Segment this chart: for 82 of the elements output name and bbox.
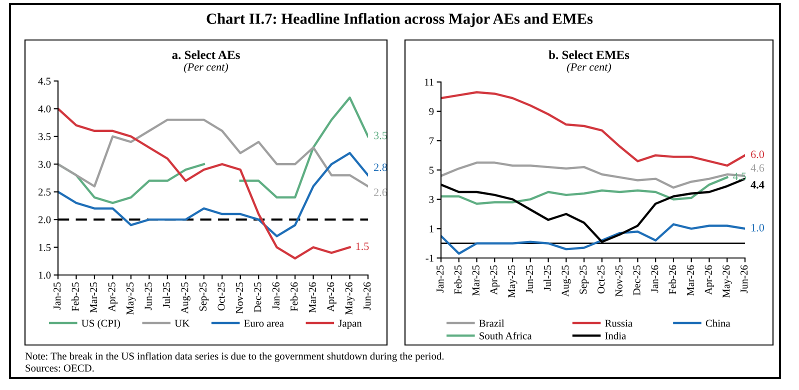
x-tick-label: Jul-25: [544, 265, 551, 291]
legend-label: Russia: [605, 320, 632, 327]
x-tick-label: Oct-25: [218, 282, 225, 310]
chart-subtitle: (Per cent): [184, 62, 228, 74]
x-tick-label: Jan-26: [651, 265, 658, 292]
legend-label: UK: [174, 320, 190, 327]
x-tick-label: Nov-25: [236, 282, 243, 314]
y-tick-label: -1: [426, 254, 434, 262]
legend-label: China: [706, 319, 730, 327]
y-tick-label: 3: [429, 196, 434, 204]
x-tick-label: Mar-26: [686, 265, 694, 296]
y-tick-label: 3.0: [38, 160, 51, 168]
line-series: [58, 118, 368, 188]
annotation: 4.4: [750, 181, 764, 189]
x-tick-label: Feb-26: [668, 265, 676, 294]
y-tick-label: 4.0: [38, 105, 51, 112]
x-tick-label: May-25: [508, 265, 518, 298]
x-tick-label: Aug-25: [181, 282, 190, 314]
x-tick-label: Feb-25: [454, 265, 462, 294]
y-tick-label: 2.5: [38, 188, 51, 196]
x-tick-label: Sep-25: [199, 282, 209, 311]
line-series: [441, 176, 728, 205]
x-tick-label: Jun-25: [526, 265, 534, 294]
text: Chart II.7: Headline Inflation across Major AEs and EMEs: [206, 12, 593, 28]
x-tick-label: Sep-25: [580, 265, 589, 294]
annotation: 4.5: [732, 172, 746, 180]
y-tick-label: 1.0: [38, 272, 51, 279]
x-tick-label: May-26: [345, 282, 354, 315]
x-tick-label: Aug-25: [562, 265, 571, 297]
x-tick-label: Jan-26: [272, 282, 280, 310]
legend-label: US (CPI): [82, 319, 120, 329]
legend-label: South Africa: [480, 332, 532, 340]
x-tick-label: Nov-25: [615, 265, 622, 296]
legend-label: Brazil: [479, 319, 504, 327]
x-tick-label: Mar-25: [472, 265, 480, 296]
x-tick-label: May-26: [722, 265, 732, 298]
legend-label: Euro area: [244, 320, 284, 327]
x-tick-label: Mar-26: [308, 282, 316, 313]
x-tick-label: Jun-25: [144, 282, 152, 310]
line-series: [441, 223, 745, 255]
x-tick-label: Jun-26: [740, 265, 748, 294]
y-tick-label: 3.5: [38, 133, 51, 140]
y-tick-label: 5: [429, 166, 434, 174]
annotation: 2.6: [374, 188, 388, 196]
x-tick-label: Apr-25: [108, 282, 118, 312]
x-tick-label: Jan-25: [436, 265, 444, 292]
x-tick-label: Dec-25: [254, 282, 262, 312]
y-tick-label: 1: [430, 225, 434, 232]
annotation: 1.5: [356, 242, 369, 250]
line-series: [441, 91, 745, 167]
annotation: 3.5: [374, 132, 388, 140]
x-tick-label: Jan-25: [54, 282, 61, 310]
x-tick-label: May-25: [126, 282, 136, 315]
line-series: [58, 108, 351, 260]
line-series: [58, 152, 368, 238]
annotation: 6.0: [751, 150, 764, 158]
x-tick-label: Apr-26: [704, 265, 714, 295]
y-tick-label: 7: [430, 137, 434, 144]
annotation: 4.6: [750, 164, 764, 172]
y-tick-label: 11: [424, 78, 434, 86]
annotation: 1.0: [752, 224, 764, 232]
y-tick-label: 9: [429, 108, 434, 116]
y-tick-label: 1.5: [38, 244, 51, 252]
x-tick-label: Feb-26: [290, 282, 298, 312]
chart-subtitle: (Per cent): [567, 62, 612, 74]
text: Note: The break in the US inflation data series is due to the government shutdown during the period.: [25, 352, 444, 362]
y-tick-label: 4.5: [38, 78, 51, 85]
chart-title: b. Select EMEs: [548, 50, 630, 60]
x-tick-label: Jun-26: [364, 282, 371, 310]
x-tick-label: Oct-25: [598, 265, 605, 294]
line-series: [441, 162, 745, 189]
x-tick-label: Feb-25: [72, 282, 79, 312]
y-tick-label: 2.0: [38, 216, 51, 224]
legend-label: India: [605, 332, 626, 340]
x-tick-label: Mar-25: [90, 282, 98, 313]
x-tick-label: Apr-25: [490, 265, 500, 295]
x-tick-label: Apr-26: [327, 282, 336, 312]
x-tick-label: Dec-25: [633, 265, 640, 296]
x-tick-label: Jul-25: [162, 282, 170, 308]
chart-title: a. Select AEs: [172, 50, 240, 60]
legend-label: Japan: [338, 320, 362, 329]
source-note: Sources: OECD.: [26, 364, 94, 372]
